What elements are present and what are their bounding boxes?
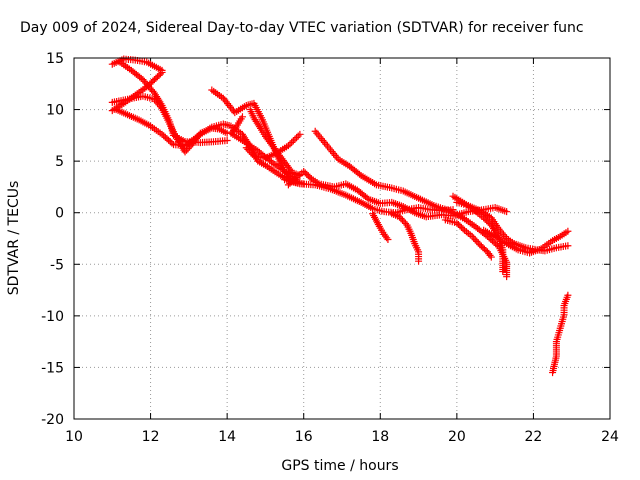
x-axis-label: GPS time / hours	[281, 458, 398, 474]
y-tick-label: -15	[41, 360, 64, 376]
data-point	[384, 236, 392, 244]
data-point	[471, 236, 479, 244]
data-point	[158, 130, 166, 138]
data-point	[163, 135, 171, 143]
data-point	[161, 133, 169, 141]
data-point	[248, 150, 256, 158]
axis-ticks	[73, 57, 611, 420]
data-point	[158, 68, 166, 76]
series-sat-o	[441, 216, 495, 261]
data-point	[564, 227, 572, 235]
x-tick-label: 20	[448, 429, 466, 445]
y-tick-label: -20	[41, 412, 64, 428]
x-tick-labels: 10 12 14 16 18 20 22 24	[65, 429, 619, 445]
data-point	[400, 218, 408, 226]
data-point	[181, 148, 189, 156]
grid	[74, 58, 610, 419]
data-point	[247, 149, 255, 157]
data-point	[490, 238, 498, 246]
plot-frame	[73, 57, 611, 420]
data-point	[499, 268, 507, 276]
series-sat-l	[311, 127, 511, 281]
x-tick-label: 12	[142, 429, 160, 445]
data-point	[160, 132, 168, 140]
data-point	[487, 253, 495, 261]
data-point	[166, 138, 174, 146]
data-point	[223, 137, 231, 145]
data-point	[473, 237, 481, 245]
data-point	[503, 208, 511, 216]
data-point	[397, 214, 405, 222]
series-sat-k	[281, 176, 457, 217]
series-sat-n	[388, 210, 423, 265]
data-point	[564, 242, 572, 250]
series-sat-i	[227, 113, 300, 184]
series-sat-s	[549, 291, 572, 377]
chart-title: Day 009 of 2024, Sidereal Day-to-day VTE…	[20, 20, 584, 36]
data-point	[470, 234, 478, 242]
data-point	[165, 136, 173, 144]
x-tick-label: 18	[371, 429, 389, 445]
data-point	[503, 273, 511, 281]
x-tick-label: 24	[601, 429, 619, 445]
series-sat-r	[480, 226, 572, 257]
data-point	[294, 132, 302, 140]
data-point	[356, 170, 364, 178]
x-tick-label: 16	[295, 429, 313, 445]
data-point	[468, 232, 476, 240]
data-point	[383, 234, 391, 242]
data-point	[267, 158, 275, 166]
data-point	[137, 74, 145, 82]
data-point	[245, 147, 253, 155]
data-point	[286, 140, 294, 148]
y-tick-label: -10	[41, 309, 64, 325]
data-point	[402, 219, 410, 227]
data-point	[291, 135, 299, 143]
x-tick-label: 14	[218, 429, 236, 445]
data-point	[288, 138, 296, 146]
series-sat-e	[112, 106, 308, 188]
x-tick-label: 10	[65, 429, 83, 445]
data-point	[363, 194, 371, 202]
data-point	[564, 291, 572, 299]
data-point	[289, 137, 297, 145]
data-marks	[108, 55, 572, 377]
y-tick-label: 15	[46, 51, 64, 67]
data-point	[195, 132, 203, 140]
data-point	[486, 251, 494, 259]
data-point	[415, 257, 423, 265]
data-point	[474, 239, 482, 247]
y-tick-label: 5	[55, 154, 64, 170]
data-point	[296, 130, 304, 138]
data-point	[398, 216, 406, 224]
data-point	[395, 213, 403, 221]
y-tick-label: -5	[50, 257, 64, 273]
y-tick-label: 10	[46, 103, 64, 119]
series-sat-p	[449, 192, 507, 276]
y-tick-labels: -20 -15 -10 -5 0 5 10 15	[41, 51, 64, 428]
data-point	[157, 70, 165, 78]
y-axis-label: SDTVAR / TECUs	[6, 181, 22, 296]
data-point	[293, 134, 301, 142]
series-sat-m	[369, 210, 392, 244]
data-point	[488, 237, 496, 245]
x-tick-label: 22	[525, 429, 543, 445]
data-point	[168, 139, 176, 147]
data-point	[284, 142, 292, 150]
y-tick-label: 0	[55, 206, 64, 222]
data-point	[459, 225, 467, 233]
